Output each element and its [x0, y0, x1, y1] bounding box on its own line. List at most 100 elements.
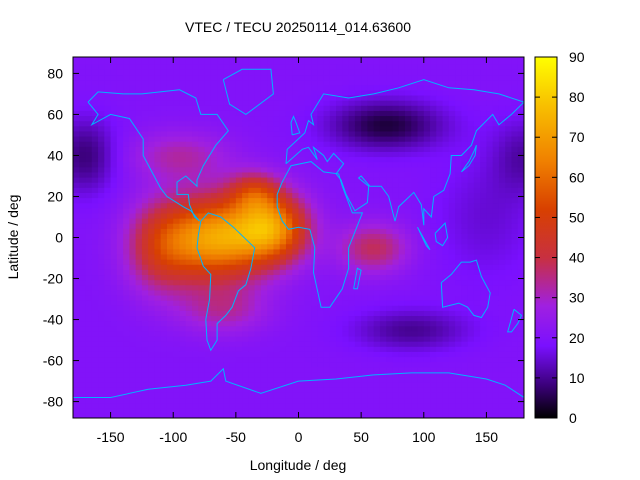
- heatmap-cell: [467, 130, 475, 137]
- heatmap-cell: [348, 274, 356, 281]
- heatmap-cell: [135, 238, 143, 245]
- heatmap-cell: [198, 233, 206, 240]
- heatmap-cell: [123, 382, 130, 388]
- heatmap-cell: [254, 330, 262, 337]
- heatmap-cell: [223, 218, 231, 224]
- heatmap-cell: [348, 392, 356, 399]
- heatmap-cell: [298, 233, 306, 240]
- heatmap-cell: [336, 146, 343, 152]
- heatmap-cell: [329, 218, 337, 224]
- heatmap-cell: [411, 274, 419, 281]
- heatmap-cell: [448, 115, 456, 122]
- heatmap-cell: [361, 305, 368, 311]
- heatmap-cell: [210, 79, 218, 86]
- heatmap-cell: [116, 243, 124, 250]
- heatmap-cell: [348, 371, 356, 378]
- heatmap-cell: [91, 233, 99, 240]
- heatmap-cell: [179, 176, 187, 183]
- heatmap-cell: [417, 135, 425, 142]
- heatmap-cell: [179, 305, 187, 311]
- heatmap-cell: [110, 192, 118, 199]
- heatmap-cell: [323, 115, 331, 122]
- heatmap-cell: [386, 115, 394, 122]
- heatmap-cell: [404, 197, 412, 204]
- heatmap-cell: [160, 79, 168, 86]
- heatmap-cell: [166, 248, 174, 255]
- heatmap-cell: [398, 356, 406, 363]
- heatmap-cell: [223, 325, 231, 332]
- heatmap-cell: [210, 397, 218, 404]
- heatmap-cell: [430, 274, 437, 281]
- heatmap-cell: [116, 57, 124, 60]
- heatmap-cell: [480, 207, 488, 214]
- heatmap-cell: [292, 284, 300, 291]
- heatmap-cell: [348, 110, 356, 117]
- heatmap-cell: [329, 341, 337, 347]
- heatmap-cell: [404, 84, 412, 91]
- heatmap-cell: [417, 274, 425, 281]
- heatmap-cell: [217, 130, 224, 137]
- heatmap-cell: [104, 212, 112, 219]
- heatmap-cell: [204, 397, 212, 404]
- heatmap-cell: [91, 361, 99, 368]
- heatmap-cell: [304, 335, 312, 342]
- heatmap-layer: [73, 57, 524, 418]
- heatmap-cell: [85, 264, 93, 270]
- heatmap-cell: [467, 187, 475, 193]
- heatmap-cell: [430, 207, 437, 214]
- heatmap-cell: [204, 202, 212, 209]
- heatmap-cell: [79, 146, 87, 152]
- heatmap-cell: [148, 94, 156, 101]
- heatmap-cell: [455, 207, 462, 214]
- heatmap-cell: [110, 361, 118, 368]
- heatmap-cell: [367, 79, 375, 86]
- heatmap-cell: [298, 248, 306, 255]
- heatmap-cell: [448, 69, 456, 76]
- heatmap-cell: [342, 346, 350, 352]
- heatmap-cell: [480, 64, 488, 70]
- heatmap-cell: [492, 387, 500, 393]
- heatmap-cell: [217, 248, 224, 255]
- heatmap-cell: [254, 182, 262, 188]
- heatmap-cell: [498, 407, 506, 414]
- heatmap-cell: [317, 74, 325, 81]
- heatmap-cell: [179, 310, 187, 317]
- heatmap-cell: [404, 79, 412, 86]
- heatmap-cell: [104, 325, 112, 332]
- heatmap-cell: [336, 115, 343, 122]
- heatmap-cell: [323, 233, 331, 240]
- heatmap-cell: [367, 110, 375, 117]
- heatmap-cell: [336, 376, 343, 383]
- heatmap-cell: [248, 371, 256, 378]
- heatmap-cell: [430, 243, 437, 250]
- heatmap-cell: [173, 100, 181, 106]
- heatmap-cell: [379, 151, 387, 158]
- heatmap-cell: [217, 335, 224, 342]
- heatmap-cell: [217, 361, 224, 368]
- heatmap-cell: [173, 253, 181, 260]
- heatmap-cell: [354, 361, 362, 368]
- heatmap-cell: [430, 176, 437, 183]
- heatmap-cell: [129, 310, 137, 317]
- heatmap-cell: [292, 64, 300, 70]
- heatmap-cell: [217, 202, 224, 209]
- heatmap-cell: [73, 223, 80, 229]
- heatmap-cell: [323, 346, 331, 352]
- heatmap-cell: [166, 289, 174, 296]
- heatmap-cell: [123, 351, 130, 358]
- heatmap-cell: [279, 259, 287, 265]
- heatmap-cell: [317, 110, 325, 117]
- heatmap-cell: [73, 407, 80, 414]
- heatmap-cell: [398, 402, 406, 409]
- heatmap-cell: [267, 382, 275, 388]
- heatmap-cell: [173, 110, 181, 117]
- heatmap-cell: [304, 223, 312, 229]
- heatmap-cell: [386, 120, 394, 127]
- heatmap-cell: [285, 259, 293, 265]
- heatmap-cell: [336, 176, 343, 183]
- heatmap-cell: [204, 84, 212, 91]
- heatmap-cell: [398, 176, 406, 183]
- heatmap-cell: [423, 64, 431, 70]
- heatmap-cell: [210, 366, 218, 373]
- heatmap-cell: [323, 187, 331, 193]
